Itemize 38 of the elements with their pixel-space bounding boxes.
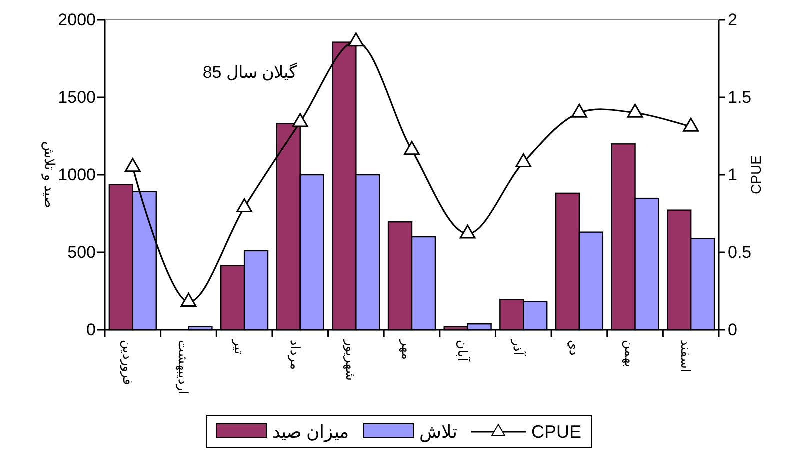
y2-tick-label: 2 xyxy=(728,10,738,30)
point xyxy=(460,224,476,239)
y-axis-title: صید و تلاش xyxy=(41,142,58,208)
x-tick-label: تير xyxy=(230,339,247,355)
x-tick-label: فروردين xyxy=(119,340,136,385)
x-tick-label: مهر xyxy=(398,339,414,360)
x-tick-label: دي xyxy=(566,340,582,356)
point xyxy=(683,118,700,132)
x-tick-label: آذر xyxy=(510,339,528,357)
point xyxy=(124,158,141,172)
point xyxy=(627,104,644,118)
y2-axis-title: CPUE xyxy=(748,156,764,194)
x-tick-label: بهمن xyxy=(622,340,638,368)
point xyxy=(571,104,588,118)
y-tick-label: 1500 xyxy=(58,88,96,107)
y-tick-label: 0 xyxy=(86,320,96,340)
annotation: گیلان سال 85 xyxy=(202,62,298,82)
legend-label: ميزان صيد xyxy=(272,422,350,443)
legend-label: تلاش xyxy=(420,422,458,443)
point xyxy=(236,198,253,212)
x-tick-label: اسفند xyxy=(678,340,694,373)
y2-tick-label: 1 xyxy=(728,165,738,184)
y-tick-label: 1000 xyxy=(58,165,96,184)
x-tick-label: مرداد xyxy=(286,340,303,370)
point xyxy=(348,32,364,47)
x-tick-label: آبان xyxy=(455,340,472,363)
y-tick-label: 2000 xyxy=(58,10,96,30)
legend-label: CPUE xyxy=(532,422,582,442)
y2-tick-label: 0 xyxy=(728,320,738,340)
point xyxy=(180,293,197,308)
point xyxy=(516,154,532,168)
point xyxy=(404,141,420,156)
point xyxy=(292,113,308,128)
x-tick-label: شهريور xyxy=(342,339,359,381)
y2-tick-label: 0.5 xyxy=(728,242,752,262)
y-tick-label: 500 xyxy=(68,242,96,262)
x-tick-label: ارديبهشت xyxy=(175,340,192,395)
y2-tick-label: 1.5 xyxy=(728,88,752,107)
